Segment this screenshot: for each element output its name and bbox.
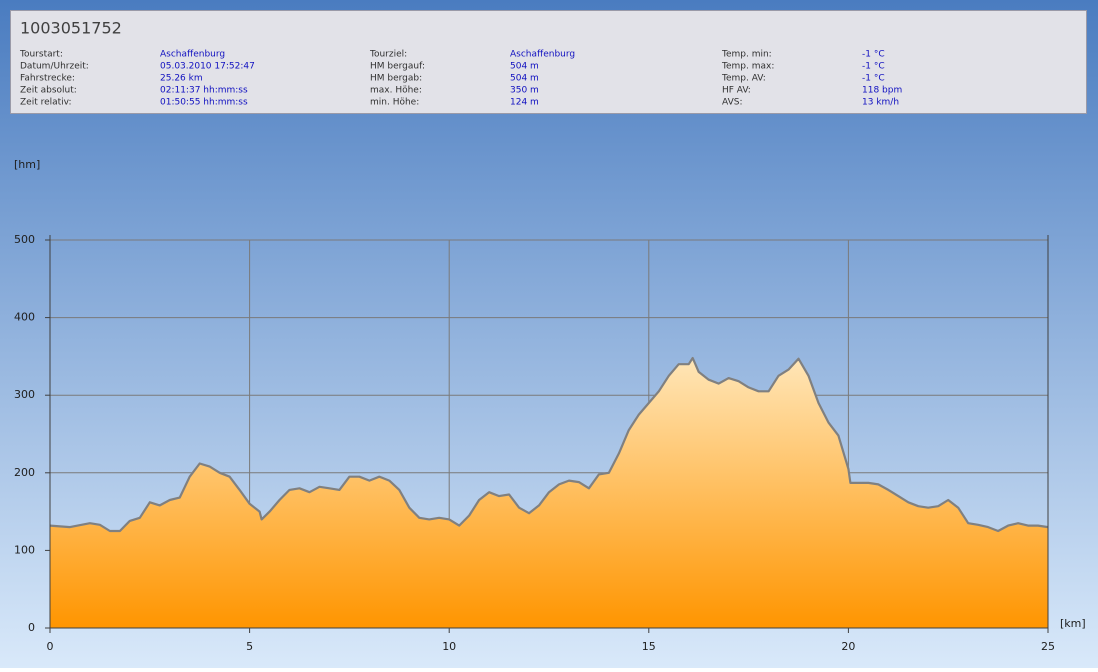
info-label: Zeit absolut: xyxy=(20,86,77,96)
info-value: Aschaffenburg xyxy=(160,50,225,60)
info-label: Datum/Uhrzeit: xyxy=(20,62,89,72)
info-label: Temp. min: xyxy=(721,50,772,60)
info-value: 25.26 km xyxy=(160,74,203,84)
info-value: 118 bpm xyxy=(862,86,902,96)
x-tick-label: 20 xyxy=(841,640,855,653)
y-axis-label: [hm] xyxy=(14,158,40,171)
y-tick-label: 300 xyxy=(14,388,35,401)
elevation-chart: 0 100 200 300 400 500 0 5 10 15 20 25 [hm] [km] xyxy=(14,158,1086,653)
y-tick-label: 500 xyxy=(14,233,35,246)
x-tick-label: 5 xyxy=(246,640,253,653)
y-tick-label: 0 xyxy=(28,621,35,634)
info-label: Fahrstrecke: xyxy=(20,74,75,84)
info-value: -1 °C xyxy=(862,62,885,72)
info-value: -1 °C xyxy=(862,74,885,84)
profile-line xyxy=(49,356,1049,533)
info-panel xyxy=(10,10,1087,114)
x-tick-label: 10 xyxy=(442,640,456,653)
info-label: HM bergauf: xyxy=(370,62,425,72)
x-axis-label: [km] xyxy=(1060,617,1086,630)
info-value: 504 m xyxy=(510,62,539,72)
info-label: max. Höhe: xyxy=(370,86,422,96)
y-tick-label: 200 xyxy=(14,466,35,479)
info-label: HF AV: xyxy=(722,86,751,96)
info-value: 124 m xyxy=(510,98,539,108)
info-value: 350 m xyxy=(510,86,539,96)
info-label: min. Höhe: xyxy=(370,98,419,108)
x-tick-label: 15 xyxy=(642,640,656,653)
tour-title: 1003051752 xyxy=(20,19,122,38)
y-tick-label: 100 xyxy=(14,543,35,556)
info-label: AVS: xyxy=(722,98,742,108)
y-tick-label: 400 xyxy=(14,311,35,324)
info-value: 05.03.2010 17:52:47 xyxy=(160,62,255,72)
info-label: Temp. AV: xyxy=(721,74,766,84)
info-label: Tourziel: xyxy=(369,50,407,60)
info-value: Aschaffenburg xyxy=(510,50,575,60)
info-label: Temp. max: xyxy=(721,62,774,72)
info-label: HM bergab: xyxy=(370,74,422,84)
x-tick-label: 0 xyxy=(47,640,54,653)
info-value: 01:50:55 hh:mm:ss xyxy=(160,98,248,108)
info-value: 504 m xyxy=(510,74,539,84)
info-value: -1 °C xyxy=(862,50,885,60)
info-label: Tourstart: xyxy=(19,50,63,60)
x-tick-label: 25 xyxy=(1041,640,1055,653)
info-value: 02:11:37 hh:mm:ss xyxy=(160,86,248,96)
info-label: Zeit relativ: xyxy=(20,98,72,108)
info-value: 13 km/h xyxy=(862,98,899,108)
